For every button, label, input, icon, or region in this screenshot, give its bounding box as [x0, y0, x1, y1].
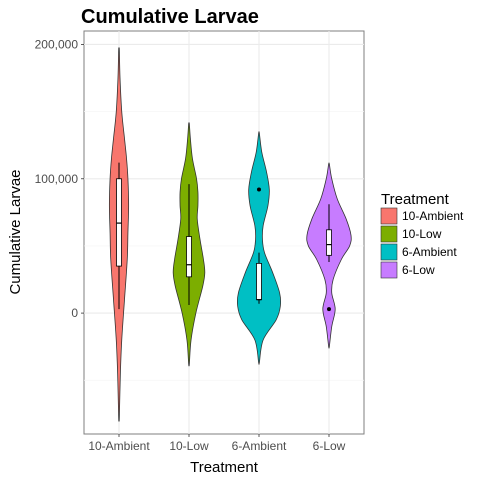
legend-label-6-low: 6-Low: [402, 263, 435, 277]
chart-title: Cumulative Larvae: [81, 6, 259, 28]
legend-key-10-low: [380, 225, 398, 243]
legend-key-10-ambient: [380, 207, 398, 225]
legend-label-10-low: 10-Low: [402, 227, 442, 241]
x-tick-label-6-low: 6-Low: [313, 439, 346, 453]
outlier-6-low: [327, 307, 331, 312]
x-axis: 10-Ambient 10-Low 6-Ambient 6-Low: [88, 434, 346, 453]
violin-6-ambient: [236, 131, 282, 365]
y-axis-title: Cumulative Larvae: [7, 169, 24, 294]
x-axis-title: Treatment: [190, 459, 259, 476]
boxes: [116, 162, 332, 312]
x-tick-label-6-ambient: 6-Ambient: [232, 439, 287, 453]
box-10-low: [186, 236, 192, 278]
box-10-ambient: [116, 178, 122, 267]
legend-key-6-ambient: [380, 243, 398, 261]
y-axis: 0 100,000 200,000: [35, 37, 84, 320]
box-6-ambient: [256, 262, 262, 301]
legend-key-6-low: [380, 261, 398, 279]
legend: Treatment 10-Ambient 10-Low 6-Ambient 6-Low: [380, 191, 464, 279]
x-tick-label-10-ambient: 10-Ambient: [88, 439, 150, 453]
y-tick-label: 100,000: [35, 172, 79, 186]
y-tick-label: 200,000: [35, 37, 79, 51]
box-6-low: [326, 229, 332, 256]
legend-label-10-ambient: 10-Ambient: [402, 209, 464, 223]
y-tick-label: 0: [71, 306, 78, 320]
outlier-6-ambient: [257, 187, 261, 192]
legend-title: Treatment: [381, 191, 450, 208]
legend-label-6-ambient: 6-Ambient: [402, 245, 457, 259]
x-tick-label-10-low: 10-Low: [169, 439, 209, 453]
